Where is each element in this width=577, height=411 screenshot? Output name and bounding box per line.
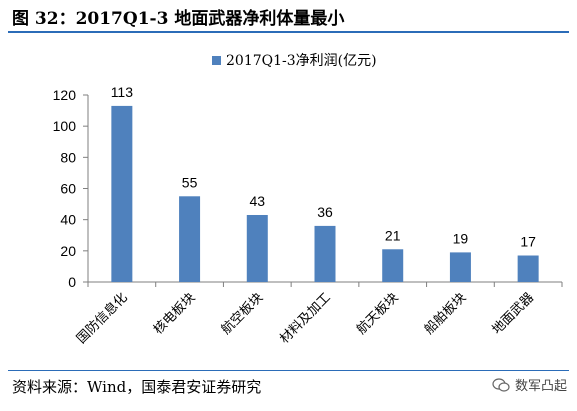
y-tick-label: 100	[53, 118, 77, 134]
x-tick-label: 核电板块	[151, 290, 198, 337]
legend: 2017Q1-3净利润(亿元)	[212, 53, 377, 69]
data-label: 43	[249, 193, 265, 209]
y-tick-label: 80	[60, 149, 76, 165]
data-label: 113	[111, 84, 134, 100]
data-label: 36	[317, 204, 333, 220]
x-tick-label: 材料及加工	[277, 290, 334, 347]
bar	[517, 255, 539, 282]
source-rule	[8, 370, 569, 371]
y-tick-label: 120	[53, 87, 77, 103]
data-label: 19	[453, 230, 469, 246]
y-tick-label: 0	[68, 274, 76, 290]
bar	[382, 249, 404, 282]
x-tick-label: 航天板块	[353, 290, 401, 338]
data-label: 17	[520, 234, 536, 250]
watermark: 数军凸起	[492, 375, 567, 394]
x-tick-label: 航空板块	[218, 290, 266, 338]
bar	[179, 196, 201, 282]
x-tick-label: 地面武器	[490, 290, 537, 337]
y-tick-label: 40	[60, 212, 76, 228]
legend-label: 2017Q1-3净利润(亿元)	[226, 53, 377, 69]
data-label: 21	[385, 227, 401, 243]
title-rule	[8, 31, 569, 33]
wechat-icon	[492, 377, 510, 392]
x-tick-label: 国防信息化	[73, 290, 130, 347]
watermark-text: 数军凸起	[514, 379, 567, 394]
bar	[314, 225, 336, 282]
x-tick-label: 船舶板块	[421, 290, 469, 338]
source-note: 资料来源：Wind，国泰君安证券研究	[12, 378, 262, 396]
bar	[246, 214, 268, 282]
bars: 113 55 43 36 21 19 17	[111, 84, 539, 283]
bar	[449, 252, 471, 282]
bar-chart: 2017Q1-3净利润(亿元) 0 20 40 60 80 100 120 国防信息化 核电板块…	[53, 53, 563, 347]
bar	[111, 105, 133, 283]
figure-title: 图 32：2017Q1-3 地面武器净利体量最小	[12, 9, 345, 29]
legend-swatch	[212, 56, 221, 65]
y-tick-label: 60	[60, 181, 76, 197]
y-tick-label: 20	[60, 243, 76, 259]
data-label: 55	[182, 174, 198, 190]
